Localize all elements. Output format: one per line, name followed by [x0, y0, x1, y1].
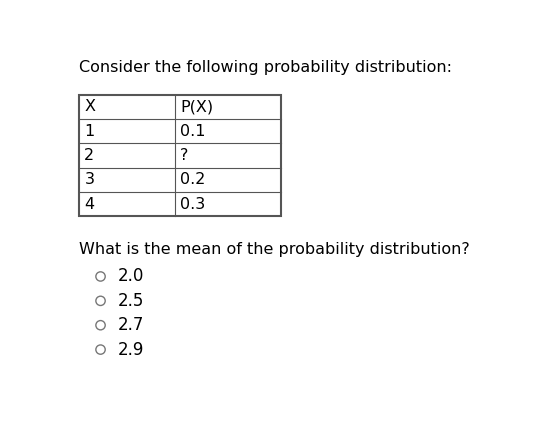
Text: 4: 4 [85, 197, 94, 212]
Text: 2.5: 2.5 [117, 292, 144, 310]
Text: 2: 2 [85, 148, 94, 163]
Text: X: X [85, 99, 96, 114]
Text: ?: ? [180, 148, 188, 163]
Text: 3: 3 [85, 172, 94, 187]
Text: 0.3: 0.3 [180, 197, 205, 212]
Text: 2.7: 2.7 [117, 316, 144, 334]
Text: Consider the following probability distribution:: Consider the following probability distr… [79, 60, 452, 76]
Text: 0.1: 0.1 [180, 124, 205, 138]
Text: 0.2: 0.2 [180, 172, 205, 187]
Text: What is the mean of the probability distribution?: What is the mean of the probability dist… [79, 242, 470, 257]
Bar [79, 95, 282, 216]
Text: P(X): P(X) [180, 99, 213, 114]
Text: 1: 1 [85, 124, 94, 138]
Text: 2.9: 2.9 [117, 341, 144, 359]
Text: 2.0: 2.0 [117, 268, 144, 285]
